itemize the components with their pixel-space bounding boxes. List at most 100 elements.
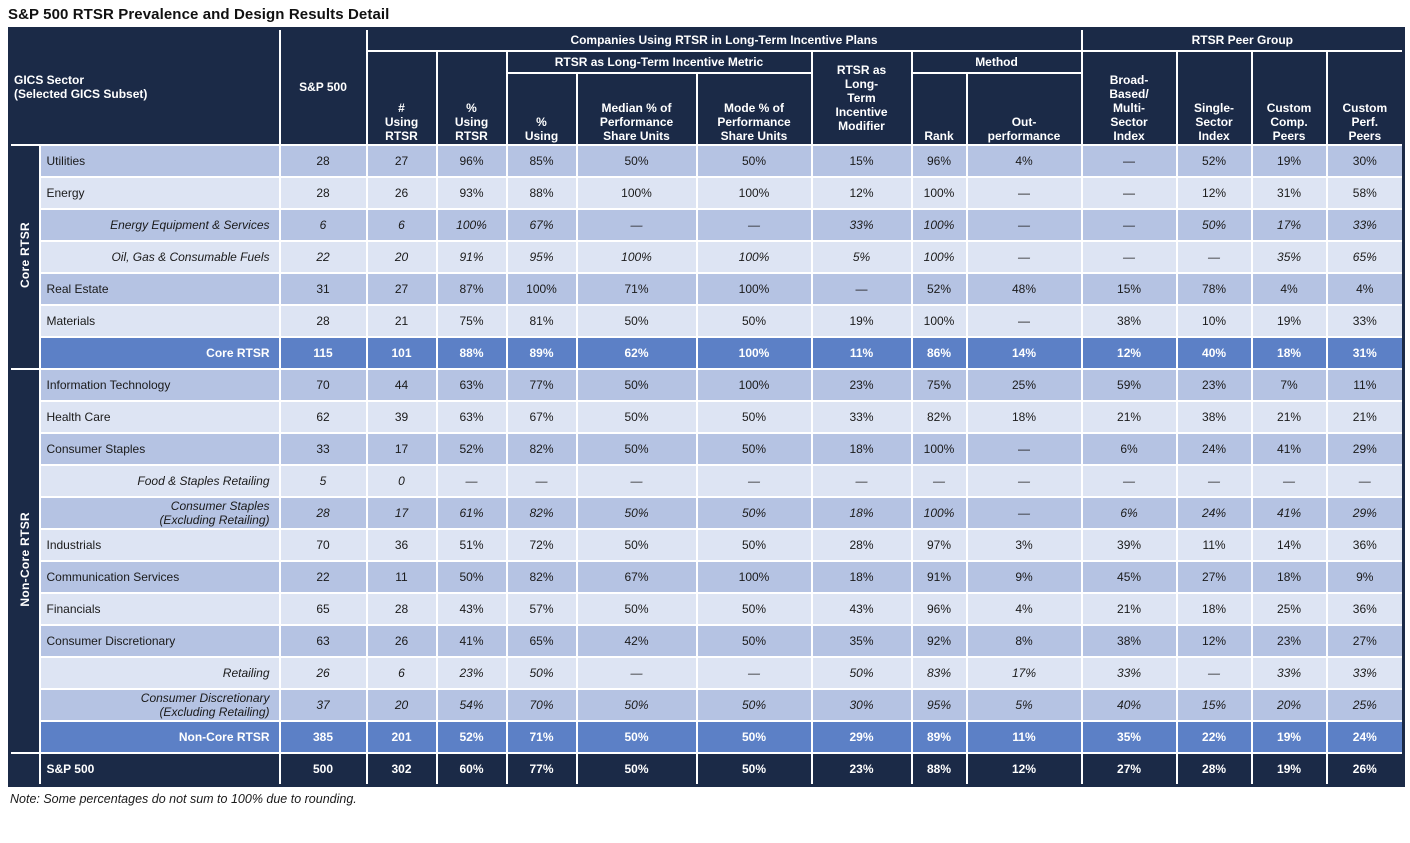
value-cell: 65% <box>505 624 578 658</box>
value-cell: 17% <box>1250 208 1328 242</box>
value-cell: 39 <box>365 400 438 434</box>
value-cell: 38% <box>1080 624 1178 658</box>
header-group-rtsr-peer-group: RTSR Peer Group <box>1080 27 1405 52</box>
value-cell: 50% <box>695 624 813 658</box>
value-cell: 54% <box>435 688 508 722</box>
value-cell: — <box>1080 176 1178 210</box>
row-label: Health Care <box>38 400 281 434</box>
value-cell: 28 <box>278 176 368 210</box>
value-cell: 5% <box>810 240 913 274</box>
value-cell: 6% <box>1080 496 1178 530</box>
value-cell: 86% <box>910 336 968 370</box>
value-cell: — <box>965 240 1083 274</box>
value-cell: 18% <box>1250 336 1328 370</box>
table-row: Health Care 62 39 63% 67% 50% 50% 33% 82% 18% 21% 3… <box>10 400 1405 434</box>
value-cell: 29% <box>810 720 913 754</box>
table-row: Materials 28 21 75% 81% 50% 50% 19% 100% —38% 10% 1… <box>10 304 1405 338</box>
value-cell: 10% <box>1175 304 1253 338</box>
value-cell: 25% <box>965 368 1083 402</box>
value-cell: 6 <box>278 208 368 242</box>
value-cell: 50% <box>575 688 698 722</box>
header-custom-perf-peers: Custom Perf. Peers <box>1325 50 1405 146</box>
value-cell: 21% <box>1250 400 1328 434</box>
value-cell: 33% <box>1325 208 1405 242</box>
value-cell: 6% <box>1080 432 1178 466</box>
value-cell: — <box>575 656 698 690</box>
value-cell: 65 <box>278 592 368 626</box>
value-cell: 4% <box>965 144 1083 178</box>
value-cell: — <box>910 464 968 498</box>
table-row: Core RTSR 115 101 88% 89% 62% 100% 11% 86% 14% 12%… <box>10 336 1405 370</box>
value-cell: 7% <box>1250 368 1328 402</box>
value-cell: — <box>1175 240 1253 274</box>
value-cell: 500 <box>278 752 368 787</box>
footnote: Note: Some percentages do not sum to 100… <box>10 792 357 806</box>
table-row: Consumer Staples (Excluding Retailing) 28… <box>10 496 1405 530</box>
value-cell: 85% <box>505 144 578 178</box>
value-cell: 3% <box>965 528 1083 562</box>
value-cell: 28 <box>278 496 368 530</box>
value-cell: 24% <box>1175 432 1253 466</box>
value-cell: 45% <box>1080 560 1178 594</box>
value-cell: 5 <box>278 464 368 498</box>
value-cell: 96% <box>435 144 508 178</box>
value-cell: 41% <box>1250 432 1328 466</box>
value-cell: 100% <box>695 560 813 594</box>
value-cell: 93% <box>435 176 508 210</box>
value-cell: 58% <box>1325 176 1405 210</box>
header-median-psu: Median % of Performance Share Units <box>575 72 698 146</box>
value-cell: 33% <box>1325 656 1405 690</box>
value-cell: 26 <box>365 624 438 658</box>
value-cell: 6 <box>365 656 438 690</box>
value-cell: 52% <box>435 432 508 466</box>
row-label: S&P 500 <box>38 752 281 787</box>
value-cell: 88% <box>910 752 968 787</box>
table-row: Energy Equipment & Services 6 6 100% 67% — —33… <box>10 208 1405 242</box>
header-pct-using-rtsr: % Using RTSR <box>435 50 508 146</box>
value-cell: 77% <box>505 752 578 787</box>
value-cell: 100% <box>910 176 968 210</box>
value-cell: 63% <box>435 368 508 402</box>
value-cell: 50% <box>575 144 698 178</box>
value-cell: 89% <box>910 720 968 754</box>
value-cell: 88% <box>505 176 578 210</box>
value-cell: 100% <box>435 208 508 242</box>
table-header: GICS Sector (Selected GICS Subset) S&P 5… <box>8 27 1405 146</box>
value-cell: 100% <box>575 176 698 210</box>
value-cell: 96% <box>910 592 968 626</box>
table-row: Consumer Discretionary 63 26 41% 65% 42% 50% 35… <box>10 624 1405 658</box>
row-label: Utilities <box>38 144 281 178</box>
value-cell: 18% <box>1175 592 1253 626</box>
value-cell: 82% <box>505 496 578 530</box>
value-cell: 4% <box>1325 272 1405 306</box>
value-cell: — <box>810 464 913 498</box>
row-group-spacer <box>8 752 41 787</box>
row-label: Financials <box>38 592 281 626</box>
value-cell: 38% <box>1175 400 1253 434</box>
value-cell: 100% <box>910 304 968 338</box>
value-cell: 33% <box>1080 656 1178 690</box>
value-cell: 0 <box>365 464 438 498</box>
table-row: Industrials 70 36 51% 72% 50% 50% 28% 97% 3% 39% 11… <box>10 528 1405 562</box>
value-cell: — <box>1325 464 1405 498</box>
value-cell: 17% <box>965 656 1083 690</box>
value-cell: 50% <box>810 656 913 690</box>
value-cell: 63% <box>435 400 508 434</box>
value-cell: — <box>695 208 813 242</box>
value-cell: 100% <box>910 208 968 242</box>
row-group-label: Non-Core RTSR <box>8 368 41 754</box>
value-cell: — <box>1080 240 1178 274</box>
row-label: Industrials <box>38 528 281 562</box>
row-label: Non-Core RTSR <box>38 720 281 754</box>
value-cell: 11 <box>365 560 438 594</box>
value-cell: 100% <box>505 272 578 306</box>
value-cell: 100% <box>910 496 968 530</box>
row-label: Consumer Discretionary <box>38 624 281 658</box>
value-cell: 14% <box>1250 528 1328 562</box>
value-cell: 25% <box>1250 592 1328 626</box>
value-cell: — <box>965 208 1083 242</box>
value-cell: 101 <box>365 336 438 370</box>
value-cell: 89% <box>505 336 578 370</box>
value-cell: 12% <box>965 752 1083 787</box>
